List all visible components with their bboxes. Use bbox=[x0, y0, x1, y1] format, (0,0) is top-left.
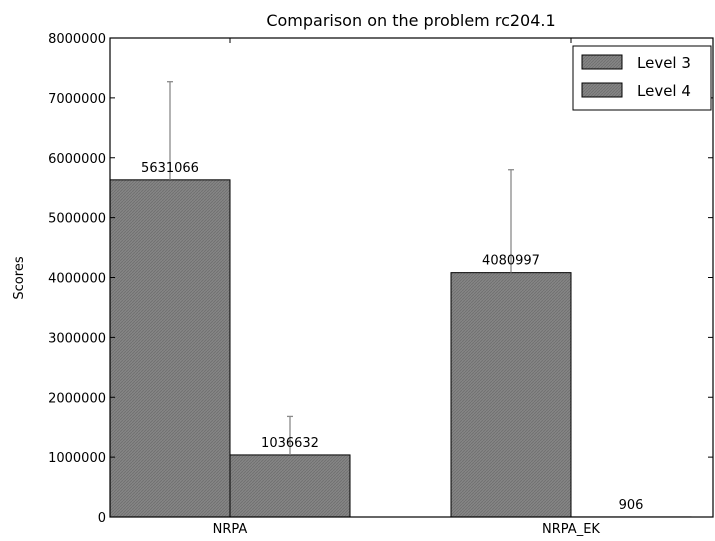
chart-title: Comparison on the problem rc204.1 bbox=[266, 11, 555, 30]
y-tick-label: 4000000 bbox=[48, 272, 106, 287]
y-axis-label: Scores bbox=[12, 256, 27, 299]
legend-label: Level 4 bbox=[637, 82, 691, 100]
y-tick-label: 3000000 bbox=[48, 331, 106, 346]
error-bars-layer bbox=[167, 81, 514, 455]
data-label: 5631066 bbox=[141, 161, 199, 176]
x-ticks: NRPA NRPA_EK bbox=[213, 38, 600, 537]
bars-layer bbox=[109, 179, 692, 518]
y-tick-label: 0 bbox=[98, 511, 106, 526]
x-tick-label: NRPA bbox=[213, 522, 248, 537]
y-ticks: 0 1000000 2000000 3000000 4000000 5000000 6000… bbox=[48, 32, 713, 526]
y-tick-label: 5000000 bbox=[48, 212, 106, 227]
y-tick-label: 8000000 bbox=[48, 32, 106, 47]
legend-swatch bbox=[581, 82, 623, 98]
data-labels-layer: 5631066 1036632 4080997 906 bbox=[141, 161, 643, 513]
data-label: 906 bbox=[619, 498, 644, 513]
y-tick-label: 2000000 bbox=[48, 391, 106, 406]
y-tick-label: 7000000 bbox=[48, 92, 106, 107]
bar-level-4 bbox=[229, 454, 351, 518]
legend-label: Level 3 bbox=[637, 54, 691, 72]
bar-level-3 bbox=[109, 179, 231, 518]
bar-level-3 bbox=[450, 272, 572, 518]
x-tick-label: NRPA_EK bbox=[542, 522, 600, 537]
y-tick-label: 6000000 bbox=[48, 152, 106, 167]
data-label: 4080997 bbox=[482, 254, 540, 269]
y-tick-label: 1000000 bbox=[48, 451, 106, 466]
legend-swatch bbox=[581, 54, 623, 70]
legend: Level 3 Level 4 bbox=[572, 45, 712, 111]
data-label: 1036632 bbox=[261, 436, 319, 451]
